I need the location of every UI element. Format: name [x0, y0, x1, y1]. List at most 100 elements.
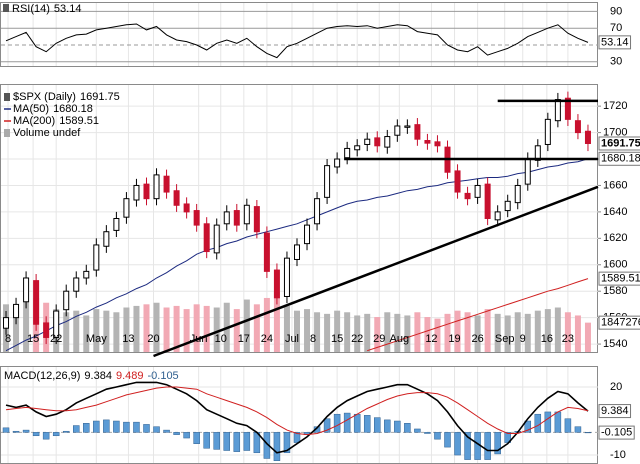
macd-histogram-bar [584, 432, 592, 434]
legend-entry: MACD(12,26,9) 9.384 9.489 -0.105 [4, 370, 179, 382]
candle-body [63, 290, 70, 311]
macd-histogram-bar [193, 432, 200, 444]
candle-body [404, 125, 411, 128]
value-label: 1847276 [601, 317, 640, 329]
volume-bar [203, 305, 210, 352]
macd-histogram-bar [404, 423, 411, 433]
candle-body [153, 174, 160, 200]
volume-bar [143, 304, 150, 352]
macd-histogram-bar [574, 426, 582, 433]
candle-body [183, 203, 190, 213]
candle-body [354, 145, 361, 151]
legend-text: 9.489 [116, 370, 144, 382]
rsi-tick-label: 30 [610, 56, 622, 68]
x-tick-label: 15 [331, 333, 343, 345]
volume-bar [424, 317, 431, 352]
macd-histogram-bar [434, 432, 441, 440]
candle-body [3, 317, 10, 329]
candle-body [574, 120, 581, 134]
x-tick-label: 8 [5, 333, 11, 345]
candle-body [143, 183, 150, 200]
candle-body [454, 170, 461, 193]
macd-histogram-bar [333, 413, 341, 433]
candle-body [123, 198, 130, 218]
volume-bar [63, 312, 70, 352]
candle-body [203, 223, 210, 253]
volume-bar [564, 312, 571, 352]
volume-bar [163, 307, 170, 352]
value-label: 1589.51 [601, 273, 640, 285]
x-tick-label: 12 [425, 333, 437, 345]
macd-histogram-bar [233, 432, 241, 452]
macd-histogram-bar [394, 420, 401, 433]
legend-text: MACD(12,26,9) [4, 370, 80, 382]
rsi-panel [0, 2, 598, 67]
legend-text: $SPX (Daily) [13, 91, 76, 103]
macd-histogram-bar [32, 432, 40, 437]
x-tick-label: Aug [390, 333, 410, 345]
volume-bar [534, 310, 541, 352]
volume-bar [414, 312, 421, 352]
legend-text: MA(200) [13, 115, 55, 127]
macd-histogram-bar [544, 411, 552, 433]
price-panel [0, 84, 598, 353]
volume-bar [584, 322, 591, 352]
candle-body [233, 210, 240, 226]
candle-body [374, 137, 381, 147]
volume-bar [504, 315, 511, 352]
volume-bar [183, 309, 190, 352]
macd-histogram-bar [454, 432, 461, 456]
candle-body [494, 211, 501, 221]
macd-histogram-bar [2, 427, 10, 433]
macd-histogram-bar [123, 421, 130, 433]
legend-entry: Volume undef [13, 127, 81, 139]
macd-histogram-bar [384, 419, 391, 433]
x-tick-label: Jul [285, 333, 299, 345]
moving-average [367, 278, 589, 352]
candle-body [263, 232, 270, 272]
volume-bar [444, 313, 451, 352]
x-tick-label: 13 [122, 333, 134, 345]
volume-bar [213, 307, 220, 352]
candle-body [384, 136, 391, 148]
macd-histogram-bar [22, 429, 30, 433]
macd-histogram-bar [343, 412, 351, 433]
x-tick-label: 9 [520, 333, 526, 345]
legend-icon [4, 129, 10, 137]
candle-body [434, 141, 441, 147]
candle-body [223, 211, 230, 225]
legend-icon [4, 93, 10, 101]
volume-bar [454, 310, 461, 352]
macd-histogram-bar [353, 413, 361, 433]
candle-body [464, 192, 471, 200]
candle-body [293, 244, 300, 260]
volume-bar [334, 310, 341, 352]
rsi-tick-label: 90 [610, 5, 622, 17]
candle-body [414, 124, 421, 140]
volume-bar [113, 312, 120, 352]
candle-body [524, 158, 531, 185]
macd-histogram-bar [213, 432, 220, 450]
macd-histogram-bar [363, 415, 371, 433]
candle-body [273, 269, 280, 299]
candle-body [314, 198, 321, 225]
candle-body [504, 200, 511, 212]
candle-body [83, 270, 90, 279]
macd-histogram-bar [73, 425, 80, 433]
legend-entry: MA(200) 1589.51 [13, 115, 99, 127]
macd-histogram-bar [243, 432, 251, 451]
macd-line [5, 381, 589, 454]
legend-icon [3, 4, 9, 12]
x-tick-label: 17 [238, 333, 250, 345]
value-box [598, 35, 632, 50]
volume-bar [83, 315, 90, 352]
candle-body [394, 125, 401, 136]
macd-histogram-bar [143, 424, 150, 433]
candle-body [23, 277, 30, 303]
value-box [598, 151, 640, 166]
volume-bar [103, 310, 110, 352]
candle-body [103, 231, 110, 247]
rsi-tick-label: 70 [610, 22, 622, 34]
candle-body [584, 130, 591, 144]
